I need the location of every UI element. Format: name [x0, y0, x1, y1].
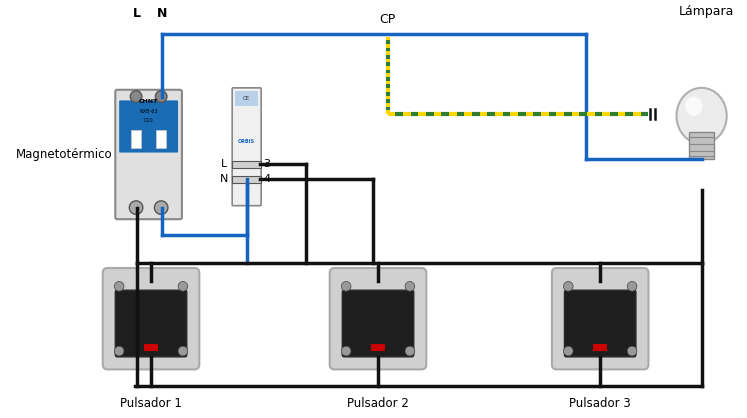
Text: Lámpara: Lámpara [679, 5, 734, 18]
FancyBboxPatch shape [232, 88, 261, 206]
Bar [131, 130, 141, 148]
Circle shape [341, 281, 351, 291]
Circle shape [627, 346, 637, 356]
Text: ORBIS: ORBIS [238, 140, 255, 145]
Bar [232, 161, 261, 168]
Circle shape [129, 201, 143, 214]
Text: 4: 4 [264, 173, 270, 184]
Text: N: N [220, 173, 229, 184]
FancyBboxPatch shape [115, 290, 187, 357]
Circle shape [155, 201, 168, 214]
Circle shape [563, 281, 573, 291]
Bar [371, 344, 385, 351]
FancyBboxPatch shape [552, 268, 648, 370]
Text: CHNT: CHNT [139, 99, 158, 104]
Circle shape [114, 346, 124, 356]
Text: L: L [221, 159, 228, 169]
Text: Pulsador 2: Pulsador 2 [347, 397, 409, 410]
Circle shape [563, 346, 573, 356]
Bar [156, 130, 167, 148]
Bar [689, 132, 714, 159]
Circle shape [130, 91, 142, 102]
Text: N: N [156, 8, 167, 20]
Text: Magnetotérmico: Magnetotérmico [16, 148, 112, 161]
Text: NXB-63: NXB-63 [140, 109, 158, 114]
FancyBboxPatch shape [565, 290, 636, 357]
FancyBboxPatch shape [120, 100, 178, 153]
Bar [232, 176, 261, 183]
Circle shape [114, 281, 124, 291]
Circle shape [405, 281, 415, 291]
Bar [593, 344, 607, 351]
FancyBboxPatch shape [342, 290, 414, 357]
Bar [144, 344, 158, 351]
FancyBboxPatch shape [329, 268, 427, 370]
Bar [235, 91, 258, 106]
Circle shape [178, 281, 187, 291]
Circle shape [405, 346, 415, 356]
Text: Pulsador 1: Pulsador 1 [120, 397, 182, 410]
Text: 3: 3 [264, 159, 270, 169]
Text: Pulsador 3: Pulsador 3 [569, 397, 631, 410]
Circle shape [178, 346, 187, 356]
Text: CE: CE [243, 96, 250, 101]
FancyBboxPatch shape [103, 268, 199, 370]
Text: C10: C10 [144, 118, 153, 123]
Text: L: L [132, 8, 140, 20]
Text: CP: CP [379, 13, 396, 26]
Circle shape [627, 281, 637, 291]
Circle shape [341, 346, 351, 356]
Circle shape [155, 91, 167, 102]
FancyBboxPatch shape [115, 90, 182, 219]
Ellipse shape [677, 88, 727, 144]
Ellipse shape [685, 97, 703, 116]
